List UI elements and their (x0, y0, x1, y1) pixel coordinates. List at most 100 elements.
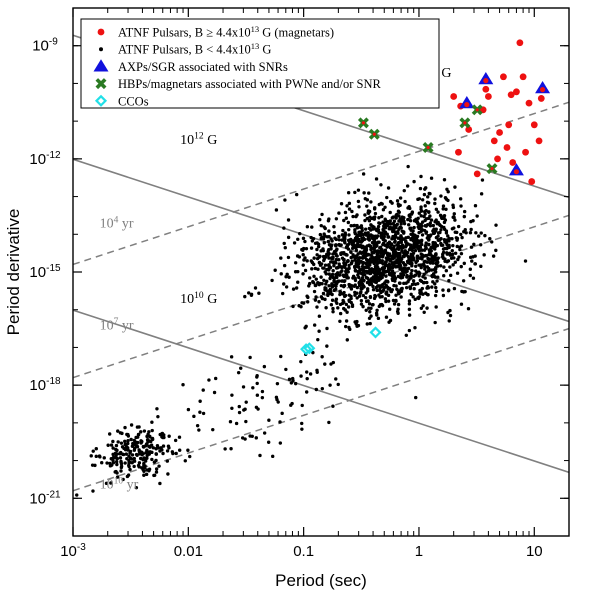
pulsar-point (320, 212, 324, 217)
pulsar-point (363, 245, 367, 249)
pulsar-point (303, 256, 307, 260)
hbp-core-point (475, 108, 479, 112)
pulsar-point (177, 448, 182, 452)
pulsar-point (244, 419, 248, 424)
pulsar-point (126, 473, 131, 477)
pulsar-point (260, 395, 265, 400)
pulsar-point (149, 443, 154, 447)
pulsar-point (305, 259, 309, 263)
pulsar-point (312, 274, 316, 278)
pulsar-point (350, 242, 355, 246)
pulsar-point (331, 261, 336, 265)
pulsar-point (373, 271, 377, 275)
pulsar-point (109, 481, 113, 485)
pulsar-point (123, 461, 127, 465)
pulsar-point (275, 381, 280, 386)
pulsar-point (375, 228, 379, 233)
pulsar-point (344, 319, 349, 323)
pulsar-point (364, 269, 369, 274)
pulsar-point (91, 449, 95, 453)
pulsar-point (253, 286, 258, 290)
y-tick-label: 10-15 (29, 263, 61, 281)
pulsar-point (329, 243, 334, 248)
pulsar-point (384, 299, 388, 304)
pulsar-point (371, 227, 375, 231)
pulsar-point (404, 333, 409, 337)
pulsar-point (319, 262, 324, 266)
pulsar-point (405, 269, 409, 273)
pulsar-point (97, 454, 102, 458)
pulsar-point (115, 475, 120, 479)
pulsar-point (396, 307, 400, 311)
pulsar-point (331, 306, 335, 311)
pulsar-point (144, 472, 149, 477)
pulsar-point (364, 299, 369, 304)
pulsar-point (451, 215, 455, 219)
pulsar-point (400, 215, 404, 219)
pulsar-point (154, 470, 159, 474)
pulsar-point (324, 306, 328, 310)
pulsar-point (373, 264, 378, 269)
pulsar-point (123, 439, 127, 444)
pulsar-point (380, 294, 384, 299)
pulsar-point (136, 432, 141, 437)
pulsar-point (430, 274, 435, 279)
pulsar-point (439, 215, 444, 220)
pulsar-point (283, 198, 287, 202)
pulsar-point (357, 244, 362, 249)
pulsar-point (326, 293, 330, 298)
pulsar-point (390, 257, 394, 261)
magnetar-point (450, 93, 458, 100)
pulsar-point (355, 296, 359, 300)
pulsar-point (342, 274, 346, 279)
pulsar-point (361, 271, 366, 276)
pulsar-point (132, 438, 136, 443)
pulsar-point (378, 288, 382, 293)
pulsar-point (286, 255, 291, 260)
pulsar-point (385, 223, 390, 228)
magnetar-point (503, 144, 511, 151)
pulsar-point (327, 289, 331, 293)
pulsar-point (349, 300, 353, 305)
pulsar-point (301, 301, 306, 305)
pulsar-point (345, 204, 349, 208)
pulsar-point (361, 304, 365, 309)
x-tick-label: 10-3 (60, 542, 86, 560)
pulsar-point (323, 226, 327, 231)
pulsar-point (369, 200, 373, 204)
pulsar-point (393, 276, 398, 281)
pulsar-point (362, 237, 367, 242)
pulsar-point (305, 225, 310, 229)
pulsar-point (340, 233, 345, 237)
pulsar-point (114, 460, 119, 464)
pulsar-point (248, 434, 252, 438)
pulsar-point (244, 400, 248, 404)
pulsar-point (479, 231, 483, 235)
pulsar-point (274, 208, 279, 212)
pulsar-point (376, 261, 380, 265)
pulsar-point (397, 281, 402, 285)
pulsar-point (380, 285, 384, 289)
pulsar-point (398, 196, 403, 200)
pulsar-point (355, 213, 359, 217)
pulsar-point (430, 258, 434, 263)
pulsar-point (470, 259, 474, 263)
pulsar-point (334, 272, 338, 277)
pulsar-point (329, 303, 334, 307)
pulsar-point (156, 414, 160, 419)
pulsar-point (336, 382, 340, 387)
pulsar-point (151, 446, 156, 450)
pulsar-point (282, 282, 286, 286)
pulsar-point (116, 440, 120, 444)
pulsar-point (130, 453, 135, 457)
pulsar-point (438, 264, 443, 268)
pulsar-point (426, 195, 430, 199)
pulsar-point (431, 223, 436, 228)
pulsar-point (453, 185, 457, 189)
pulsar-point (455, 271, 460, 275)
pulsar-point (424, 241, 428, 245)
pulsar-point (267, 418, 271, 422)
y-tick-label: 10-9 (32, 37, 58, 55)
field-line-label: 1012 G (180, 132, 217, 148)
pulsar-point (150, 428, 154, 433)
